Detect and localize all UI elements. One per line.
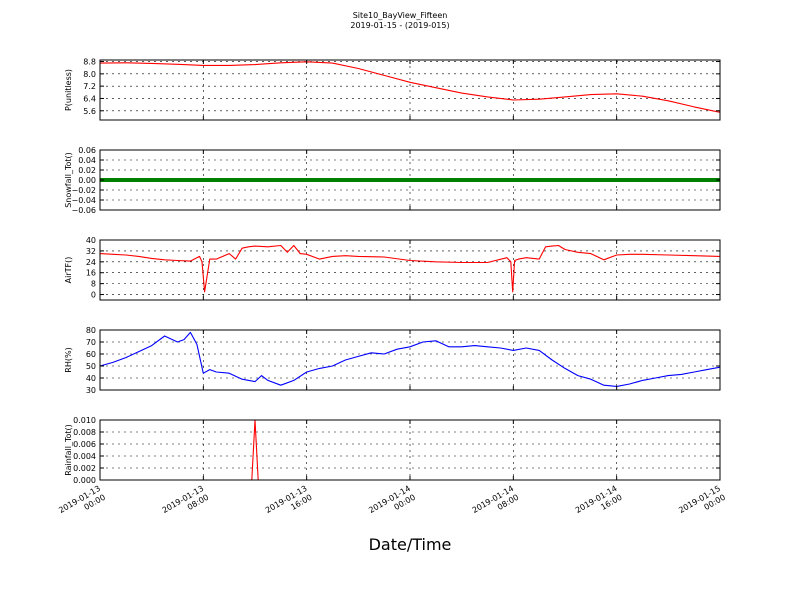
- y-tick-label: 7.2: [83, 82, 96, 91]
- series-line: [99, 244, 721, 293]
- y-axis-label: P(unitless): [64, 69, 73, 111]
- y-tick-label: 0.04: [78, 156, 96, 165]
- y-tick-label: 0: [91, 291, 96, 300]
- y-tick-label: −0.02: [71, 186, 96, 195]
- y-tick-label: 0.008: [73, 428, 96, 437]
- y-axis-label: AirTF(): [64, 257, 73, 284]
- x-axis-label: Date/Time: [369, 535, 452, 554]
- panel-1: 5.6 6.4 7.2 8.0 8.8 P(unitless): [64, 58, 721, 121]
- x-tick-label: 2019-01-1300:00: [57, 484, 107, 524]
- y-tick-label: 0.000: [73, 476, 96, 485]
- y-tick-label: −0.06: [71, 206, 96, 215]
- panel-4: 30 40 50 60 70 80 RH(%): [64, 326, 721, 395]
- y-tick-label: −0.04: [71, 196, 96, 205]
- y-tick-label: 40: [86, 236, 96, 245]
- y-tick-label: 40: [86, 374, 96, 383]
- y-tick-label: 24: [86, 258, 96, 267]
- y-tick-label: 0.010: [73, 416, 96, 425]
- x-tick-label: 2019-01-1416:00: [574, 484, 624, 524]
- x-tick-label: 2019-01-1400:00: [367, 484, 417, 524]
- y-tick-label: 50: [86, 362, 96, 371]
- y-tick-label: 32: [86, 247, 96, 256]
- series-line: [99, 331, 721, 387]
- y-tick-label: 80: [86, 326, 96, 335]
- y-axis-label: RH(%): [64, 347, 73, 372]
- y-tick-label: 0.02: [78, 166, 96, 175]
- y-tick-label: 30: [86, 386, 96, 395]
- y-tick-label: 0.00: [78, 176, 96, 185]
- panel-5: 0.000 0.002 0.004 0.006 0.008 0.010Rainfall_T…: [64, 416, 721, 485]
- x-tick-label: 2019-01-1308:00: [161, 484, 211, 524]
- y-tick-label: 70: [86, 338, 96, 347]
- y-tick-label: 8.8: [83, 58, 96, 67]
- y-tick-label: 0.004: [73, 452, 96, 461]
- x-tick-label: 2019-01-1316:00: [264, 484, 314, 524]
- y-tick-label: 6.4: [83, 94, 96, 103]
- y-tick-label: 16: [86, 269, 96, 278]
- y-tick-label: 0.06: [78, 146, 96, 155]
- chart-title: Site10_BayView_Fifteen: [352, 11, 448, 20]
- y-tick-label: 5.6: [83, 107, 96, 116]
- y-axis-label: Snowfall_Tot(): [64, 152, 73, 208]
- x-tick-label: 2019-01-1500:00: [677, 484, 727, 524]
- y-tick-label: 8.0: [83, 70, 96, 79]
- y-tick-label: 60: [86, 350, 96, 359]
- panel-3: 0 8 16 24 32 40 AirTF(): [64, 236, 721, 301]
- panel-2: −0.06−0.04−0.020.000.020.040.06 Snowfall_…: [64, 146, 721, 215]
- y-tick-label: 0.006: [73, 440, 96, 449]
- series-line: [99, 61, 721, 113]
- y-tick-label: 8: [91, 280, 96, 289]
- y-tick-label: 0.002: [73, 464, 96, 473]
- chart-subtitle: 2019-01-15 - (2019-015): [350, 21, 450, 30]
- y-axis-label: Rainfall_Tot(): [64, 424, 73, 476]
- x-tick-label: 2019-01-1408:00: [471, 484, 521, 524]
